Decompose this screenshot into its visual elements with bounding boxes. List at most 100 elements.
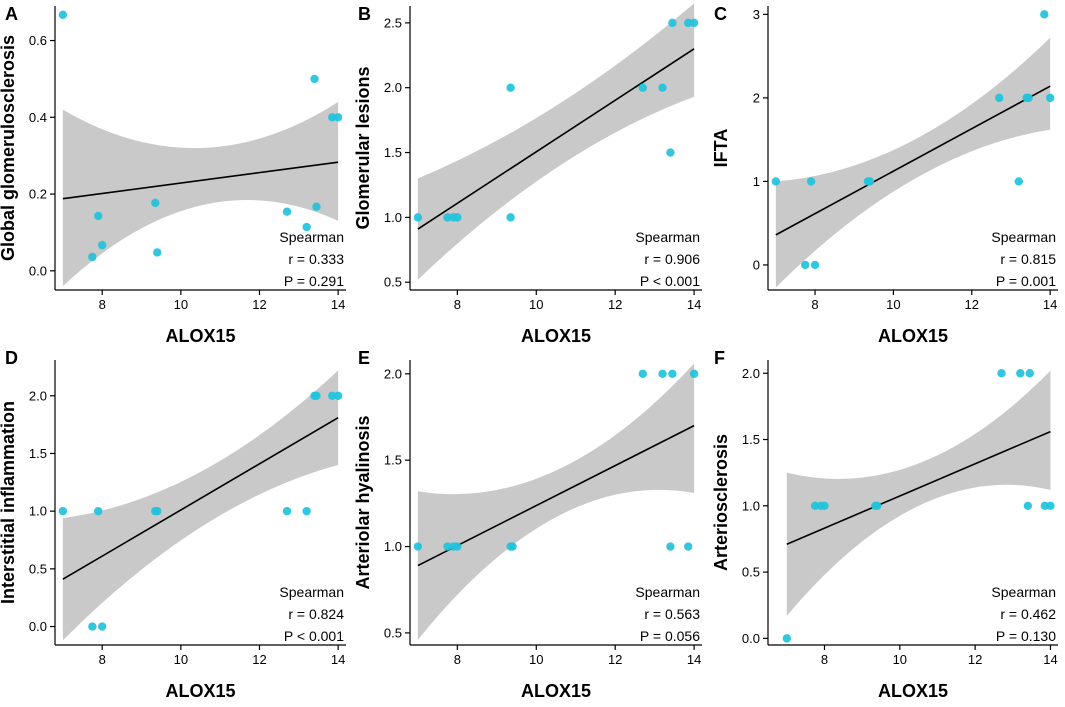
y-tick-label: 0.5 (742, 565, 760, 580)
data-point (282, 207, 292, 216)
data-point (1016, 369, 1025, 378)
data-point (88, 622, 97, 631)
data-point (413, 542, 423, 551)
data-point (453, 542, 462, 551)
panel-letter: A (5, 4, 18, 24)
confidence-band (417, 3, 695, 280)
y-tick-label: 2.0 (29, 388, 47, 403)
panel-f: 8 10 12 14 0.0 0.5 1.0 1.5 2.0 ALOX15 Arterioscler… (711, 348, 1058, 701)
stat-r: r = 0.333 (288, 251, 344, 267)
data-point (333, 391, 343, 400)
y-tick-label: 0.5 (29, 561, 47, 576)
data-point (88, 252, 97, 262)
data-point (413, 213, 423, 222)
x-tick-label: 14 (687, 652, 701, 667)
data-point (1014, 177, 1024, 186)
y-tick-label: 1 (753, 174, 760, 189)
stat-method: Spearman (991, 229, 1056, 245)
panel-letter: F (714, 348, 725, 368)
stat-p: P = 0.130 (996, 628, 1056, 644)
y-axis-title: Arteriosclerosis (711, 434, 731, 571)
data-point (1040, 10, 1049, 19)
y-axis-title: Interstitial inflammation (0, 401, 18, 604)
data-point (153, 248, 162, 257)
y-tick-label: 3 (753, 7, 760, 22)
panel-letter: B (358, 4, 371, 24)
y-tick-label: 0.5 (384, 275, 402, 290)
stat-method: Spearman (635, 584, 700, 600)
x-tick-label: 10 (529, 652, 543, 667)
y-tick-label: 1.5 (742, 432, 760, 447)
data-point (668, 18, 677, 28)
data-point (506, 83, 515, 92)
data-point (666, 148, 675, 157)
data-point (820, 501, 829, 511)
data-point (771, 177, 781, 186)
y-axis-title: Global glomerulosclerosis (0, 35, 18, 261)
x-tick-label: 12 (968, 652, 982, 667)
y-tick-label: 0.0 (29, 263, 47, 278)
data-point (443, 542, 452, 551)
y-tick-label: 1.5 (384, 145, 402, 160)
data-point (873, 501, 882, 511)
x-axis-title: ALOX15 (165, 681, 235, 701)
data-point (1045, 93, 1055, 103)
data-point (683, 18, 693, 28)
data-point (997, 369, 1006, 378)
data-point (689, 18, 699, 28)
y-tick-label: 0 (753, 257, 760, 272)
y-tick-label: 1.5 (29, 446, 47, 461)
y-tick-label: 2.0 (742, 366, 760, 381)
stat-method: Spearman (635, 229, 700, 245)
x-tick-label: 10 (886, 297, 900, 312)
panel-letter: D (5, 348, 18, 368)
data-point (328, 391, 337, 400)
x-tick-label: 8 (454, 297, 461, 312)
x-tick-label: 12 (252, 297, 266, 312)
data-point (995, 93, 1004, 103)
y-tick-label: 1.0 (742, 498, 760, 513)
confidence-band (62, 370, 339, 641)
regression-line (62, 417, 339, 580)
stat-r: r = 0.563 (644, 606, 700, 622)
data-point (658, 83, 667, 92)
stat-p: P = 0.056 (640, 628, 700, 644)
data-point (312, 202, 321, 211)
y-tick-label: 2.0 (384, 366, 402, 381)
x-axis-title: ALOX15 (878, 326, 948, 346)
data-point (1024, 93, 1033, 103)
x-tick-label: 8 (811, 297, 818, 312)
data-point (668, 369, 677, 379)
x-tick-label: 12 (252, 652, 266, 667)
x-tick-label: 14 (331, 652, 345, 667)
x-tick-label: 10 (529, 297, 543, 312)
confidence-band (62, 101, 339, 287)
x-axis-title: ALOX15 (521, 681, 591, 701)
stat-method: Spearman (279, 584, 344, 600)
y-tick-label: 0.6 (29, 33, 47, 48)
data-point (302, 506, 311, 516)
data-point (801, 260, 810, 270)
data-point (58, 10, 68, 20)
panel-e: 8 10 12 14 0.5 1.0 1.5 2.0 ALOX15 Arteriolar hyal… (353, 348, 702, 701)
y-tick-label: 0.2 (29, 187, 47, 202)
data-point (97, 622, 107, 631)
x-tick-label: 10 (174, 652, 188, 667)
panel-b: 8 10 12 14 0.5 1.0 1.5 2.0 2.5 ALOX15 Glomerular l… (353, 3, 702, 346)
data-point (666, 542, 675, 551)
y-tick-label: 0.0 (29, 619, 47, 634)
stat-r: r = 0.824 (288, 606, 344, 622)
panel-d: 8 10 12 14 0.0 0.5 1.0 1.5 2.0 ALOX15 Interstitial… (0, 348, 346, 701)
data-point (638, 83, 648, 92)
x-axis-title: ALOX15 (521, 326, 591, 346)
y-tick-label: 2.5 (384, 15, 402, 30)
x-tick-label: 12 (608, 652, 622, 667)
stat-method: Spearman (991, 584, 1056, 600)
y-axis-title: Arteriolar hyalinosis (353, 415, 373, 589)
stat-p: P < 0.001 (284, 628, 344, 644)
data-point (97, 240, 107, 250)
data-point (328, 113, 337, 122)
data-point (810, 260, 820, 270)
